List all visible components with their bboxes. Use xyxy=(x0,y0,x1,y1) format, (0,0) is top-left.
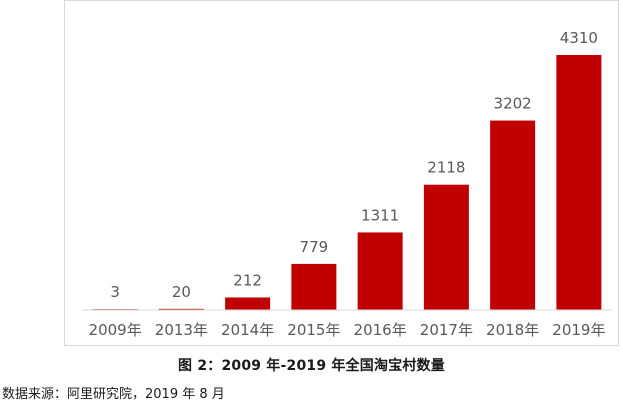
bar-5 xyxy=(423,184,469,310)
value-label-4: 1311 xyxy=(361,206,399,224)
x-tick-label-4: 2016年 xyxy=(354,321,407,339)
value-label-3: 779 xyxy=(300,238,329,256)
x-tick-label-2: 2014年 xyxy=(221,321,274,339)
bar-7 xyxy=(556,55,602,310)
x-tick-label-3: 2015年 xyxy=(287,321,340,339)
x-tick-label-1: 2013年 xyxy=(155,321,208,339)
data-source-note: 数据来源：阿里研究院，2019 年 8 月 xyxy=(2,387,225,402)
value-label-2: 212 xyxy=(233,271,262,289)
value-label-1: 20 xyxy=(172,283,191,301)
x-tick-label-0: 2009年 xyxy=(89,321,142,339)
bar-3 xyxy=(291,263,337,310)
x-tick-label-7: 2019年 xyxy=(552,321,605,339)
bar-4 xyxy=(357,232,403,310)
value-labels-layer: 3 20 212 779 1311 2118 3202 4310 xyxy=(110,29,598,301)
x-tick-label-5: 2017年 xyxy=(420,321,473,339)
x-tick-label-6: 2018年 xyxy=(486,321,539,339)
value-label-6: 3202 xyxy=(494,95,532,113)
bar-chart: 3 20 212 779 1311 2118 3202 4310 2009年 2013年 2014… xyxy=(82,29,612,339)
bars-layer xyxy=(92,55,602,310)
chart-caption: 图 2：2009 年-2019 年全国淘宝村数量 xyxy=(178,358,445,374)
value-label-7: 4310 xyxy=(560,29,598,47)
value-label-0: 3 xyxy=(110,283,120,301)
bar-1 xyxy=(158,308,204,310)
bar-6 xyxy=(490,120,536,310)
value-label-5: 2118 xyxy=(427,159,465,177)
x-tick-labels: 2009年 2013年 2014年 2015年 2016年 2017年 2018年 2019年 xyxy=(89,321,606,339)
bar-2 xyxy=(225,297,271,310)
